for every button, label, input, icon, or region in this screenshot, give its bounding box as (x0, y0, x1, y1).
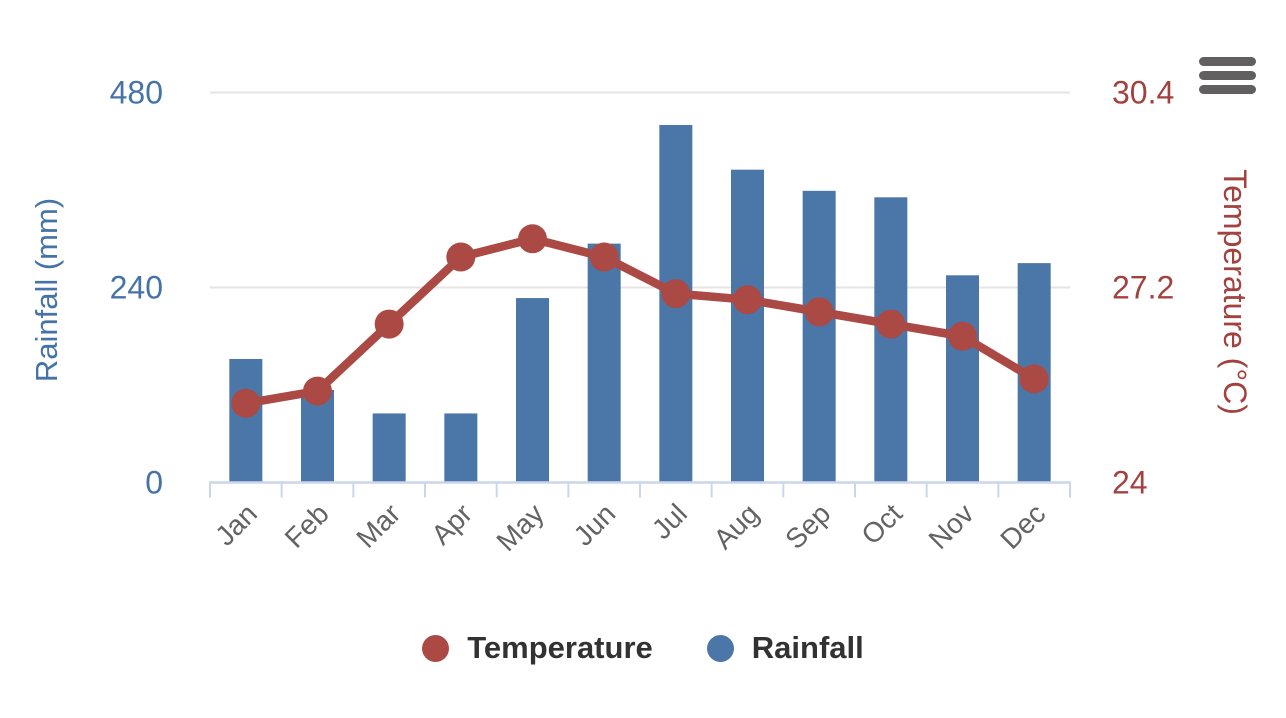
temperature-line (241, 234, 1039, 408)
chart-context-menu-button[interactable] (1197, 55, 1258, 96)
y-axis-left-title: Rainfall (mm) (29, 198, 64, 382)
point-nov[interactable] (948, 321, 977, 351)
y-axis-right-tick-label: 30.4 (1112, 75, 1174, 111)
point-jun[interactable] (589, 242, 619, 272)
bar-aug[interactable] (731, 169, 764, 482)
hamburger-icon (1199, 57, 1256, 94)
x-axis-label-oct: Oct (855, 498, 908, 551)
bar-may[interactable] (516, 298, 549, 482)
y-axis-right-title: Temperature (°C) (1217, 169, 1253, 415)
bar-apr[interactable] (444, 413, 478, 482)
y-axis-left-tick-label: 240 (110, 270, 163, 306)
legend-label-temperature: Temperature (467, 630, 653, 665)
legend-item-temperature[interactable]: Temperature (422, 630, 653, 666)
bar-mar[interactable] (372, 413, 406, 482)
point-apr[interactable] (446, 242, 476, 272)
x-axis-label-jan: Jan (209, 498, 263, 552)
x-axis-label-apr: Apr (425, 498, 478, 551)
y-axis-right-tick-label: 24 (1112, 465, 1148, 501)
point-dec[interactable] (1019, 364, 1049, 394)
legend-item-rainfall[interactable]: Rainfall (706, 630, 864, 666)
point-oct[interactable] (876, 309, 906, 339)
point-may[interactable] (518, 224, 547, 254)
bar-nov[interactable] (946, 275, 979, 482)
point-sep[interactable] (804, 297, 834, 327)
x-axis-label-feb: Feb (279, 498, 335, 554)
x-axis-label-aug: Aug (708, 498, 765, 555)
y-axis-left-tick-label: 480 (110, 75, 163, 111)
chart-legend: Temperature Rainfall (0, 630, 1286, 666)
bar-oct[interactable] (874, 197, 908, 482)
y-axis-left-tick-label: 0 (145, 465, 163, 501)
y-axis-right-tick-label: 27.2 (1112, 270, 1174, 306)
point-mar[interactable] (374, 309, 404, 339)
x-axis-label-jul: Jul (646, 498, 693, 545)
point-feb[interactable] (303, 376, 332, 406)
x-axis-label-mar: Mar (350, 498, 406, 554)
temperature-legend-marker-icon (422, 634, 450, 662)
x-axis-label-dec: Dec (994, 498, 1051, 555)
point-aug[interactable] (733, 285, 762, 315)
bar-jun[interactable] (587, 243, 621, 482)
x-axis-label-nov: Nov (923, 498, 980, 555)
x-axis-label-sep: Sep (779, 498, 836, 555)
point-jul[interactable] (661, 279, 691, 309)
legend-label-rainfall: Rainfall (751, 630, 864, 665)
x-axis-label-jun: Jun (568, 498, 622, 552)
bar-sep[interactable] (802, 190, 836, 482)
point-jan[interactable] (231, 388, 261, 418)
x-axis-label-may: May (490, 498, 549, 557)
rainfall-legend-marker-icon (706, 634, 734, 662)
bar-jan[interactable] (229, 359, 263, 482)
